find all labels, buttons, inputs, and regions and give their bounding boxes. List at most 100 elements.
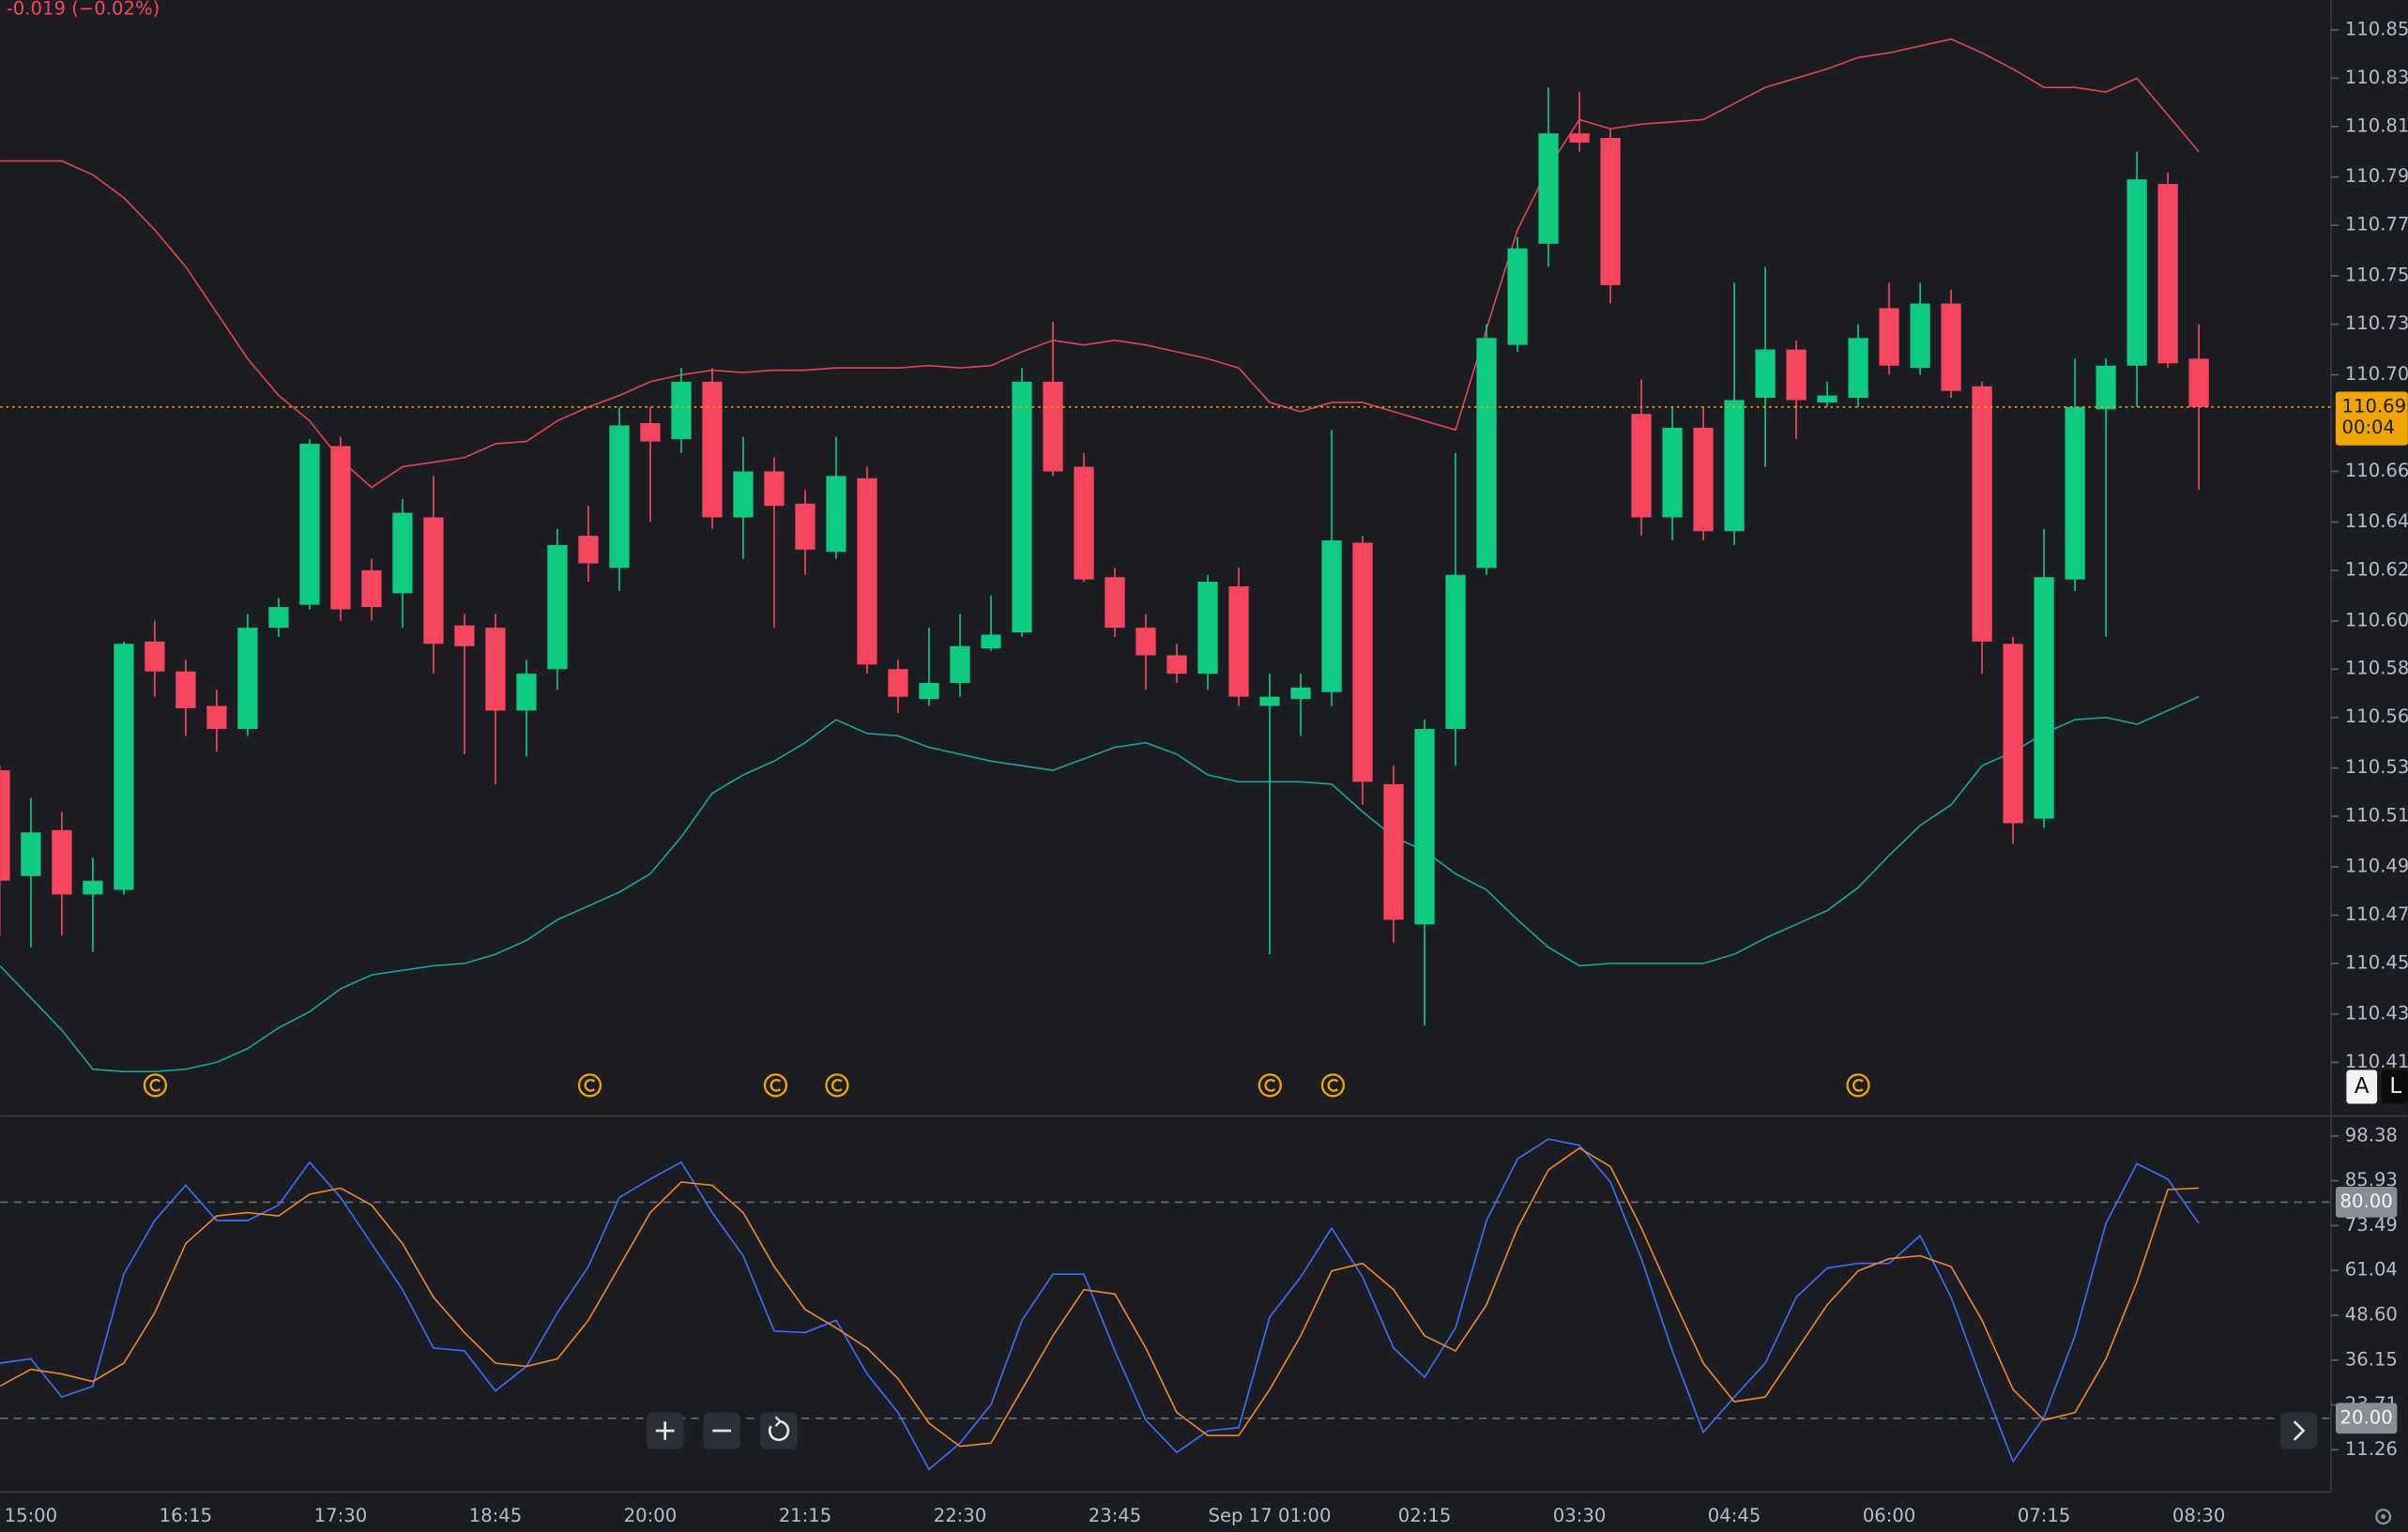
control-box[interactable]	[2382, 1069, 2408, 1104]
candle-body	[1848, 338, 1868, 399]
control-box[interactable]	[2346, 1069, 2378, 1104]
y-tick-label: 110.560	[2345, 705, 2408, 727]
candle-body	[2034, 577, 2054, 819]
candle-body	[1817, 395, 1837, 402]
candle-body	[1693, 427, 1714, 532]
candle-body	[547, 544, 568, 670]
price-change: -0.019 (−0.02%)	[7, 0, 160, 19]
event-marker[interactable]	[143, 1073, 168, 1098]
candle-body	[52, 829, 72, 895]
price-pane	[0, 38, 2332, 1073]
candle-body	[578, 536, 599, 564]
level-box	[2335, 1187, 2398, 1218]
candle-body	[857, 478, 877, 665]
control-label[interactable]: A	[2355, 1074, 2370, 1099]
level-label: 20.00	[2340, 1406, 2393, 1428]
y-tick-label: 110.431	[2345, 1002, 2408, 1024]
y-tick-label: 36.15	[2345, 1348, 2398, 1370]
y-tick-label: 110.859	[2345, 18, 2408, 39]
candle-body	[888, 669, 908, 697]
candle-body	[1166, 655, 1187, 675]
settings-icon[interactable]	[2375, 1509, 2392, 1525]
candle-body	[1910, 303, 1930, 369]
band-line	[0, 695, 2200, 1073]
candle-body	[826, 476, 846, 553]
x-tick-label: 23:45	[1089, 1505, 1142, 1526]
overlay: 110.69500:04 15:00 16:15 17:30 18:45 20:00 21:…	[5, 391, 2408, 1526]
candle-body	[1445, 574, 1466, 729]
y-tick-label: 110.645	[2345, 510, 2408, 532]
level-label: 80.00	[2340, 1191, 2393, 1212]
event-marker[interactable]	[1846, 1073, 1870, 1098]
candle-body	[1259, 696, 1280, 706]
zoom-out-button[interactable]	[703, 1412, 740, 1449]
candle-body	[330, 446, 351, 610]
candle-body	[83, 880, 103, 895]
candle-body	[237, 628, 258, 729]
candle-body	[206, 705, 227, 729]
y-tick-label: 110.581	[2345, 658, 2408, 679]
candle-body	[1105, 577, 1125, 629]
candle-body	[1724, 400, 1745, 532]
candle-body	[1941, 303, 1961, 391]
scroll-right-button[interactable]	[2280, 1412, 2318, 1449]
y-tick-label: 73.49	[2345, 1214, 2398, 1236]
candle-body	[361, 569, 382, 608]
y-tick-label: 110.410	[2345, 1051, 2408, 1072]
event-marker[interactable]	[825, 1073, 849, 1098]
x-tick-label: 08:30	[2172, 1505, 2226, 1526]
candle-body	[2096, 365, 2116, 410]
candle-body	[454, 625, 475, 646]
candle-body	[2065, 406, 2085, 580]
candle-body	[2126, 179, 2147, 366]
event-marker[interactable]	[1320, 1073, 1346, 1098]
candle-body	[175, 671, 196, 708]
y-tick-label: 110.731	[2345, 312, 2408, 334]
x-tick-label: 18:45	[469, 1505, 523, 1526]
x-tick-label: 02:15	[1398, 1505, 1452, 1526]
y-tick-label: 110.474	[2345, 903, 2408, 925]
x-tick-label: 03:30	[1553, 1505, 1607, 1526]
candle-body	[1321, 539, 1342, 692]
y-tick-label: 110.453	[2345, 951, 2408, 973]
candle-body	[2003, 644, 2023, 824]
candle-body	[1538, 133, 1559, 244]
reset-button[interactable]	[760, 1412, 798, 1449]
candle-body	[919, 682, 939, 700]
stochastic-pane	[0, 1138, 2332, 1471]
candle-body	[1600, 138, 1621, 285]
event-marker[interactable]	[1257, 1073, 1282, 1098]
candle-body	[1197, 582, 1218, 675]
candle-body	[516, 674, 537, 711]
x-tick-label: 06:00	[1863, 1505, 1916, 1526]
event-marker[interactable]	[577, 1073, 602, 1098]
candle-body	[640, 422, 661, 442]
candle-body	[423, 517, 444, 645]
candle-body	[1135, 628, 1156, 656]
candle-body	[1228, 586, 1249, 697]
candle-body	[392, 512, 413, 594]
x-tick-label: Sep 17 01:00	[1209, 1505, 1332, 1526]
candle-body	[1476, 338, 1497, 569]
y-tick-label: 110.838	[2345, 67, 2408, 88]
event-markers	[143, 1073, 1870, 1098]
candle-body	[702, 381, 723, 518]
y-tick-label: 110.752	[2345, 265, 2408, 286]
zoom-in-button[interactable]	[647, 1412, 684, 1449]
control-label[interactable]: L	[2389, 1074, 2401, 1099]
x-tick-label: 15:00	[5, 1505, 58, 1526]
oscillator-line	[0, 1146, 2200, 1448]
candle-body	[2188, 358, 2209, 407]
x-tick-label: 04:45	[1708, 1505, 1761, 1526]
candle-body	[671, 381, 692, 440]
price-axis: 110.859 110.838 110.817 110.795 110.774 110.7…	[2331, 18, 2408, 1072]
candle-body	[1352, 542, 1373, 782]
event-marker[interactable]	[763, 1073, 788, 1098]
y-tick-label: 110.817	[2345, 114, 2408, 136]
candle-body	[268, 607, 289, 629]
candle-body	[1043, 381, 1063, 472]
candle-body	[1786, 349, 1806, 401]
candle-body	[1569, 133, 1590, 143]
candle-body	[114, 644, 134, 890]
